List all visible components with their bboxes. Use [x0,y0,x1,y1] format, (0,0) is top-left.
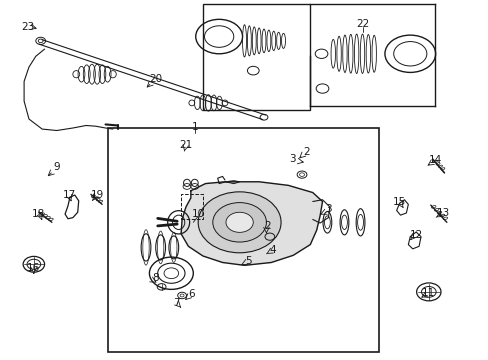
Text: 23: 23 [21,22,34,32]
Text: 13: 13 [436,208,449,218]
Text: 21: 21 [179,140,192,150]
Text: 11: 11 [421,288,434,298]
Text: 19: 19 [90,190,103,200]
Bar [108,128,378,352]
Bar [181,194,203,220]
Text: 9: 9 [53,162,60,172]
Text: 12: 12 [408,230,422,239]
Text: 15: 15 [392,197,406,207]
Polygon shape [181,182,322,265]
Text: 18: 18 [32,209,45,219]
Text: 6: 6 [188,289,195,299]
Text: 3: 3 [288,154,295,164]
Text: 2: 2 [264,221,271,231]
Text: 1: 1 [191,122,198,132]
Text: 20: 20 [149,74,162,84]
Text: 4: 4 [269,245,276,255]
Text: 14: 14 [428,155,441,165]
Text: 2: 2 [303,147,309,157]
Circle shape [198,192,281,253]
Text: 10: 10 [191,209,204,219]
Text: 8: 8 [152,273,159,283]
Bar [203,4,310,110]
Text: 7: 7 [173,298,179,308]
Circle shape [225,212,253,232]
Circle shape [212,203,266,242]
Text: 22: 22 [355,19,368,29]
Text: 17: 17 [63,190,77,200]
Text: 5: 5 [244,256,251,266]
Text: 16: 16 [27,263,41,273]
Text: 3: 3 [325,204,331,215]
